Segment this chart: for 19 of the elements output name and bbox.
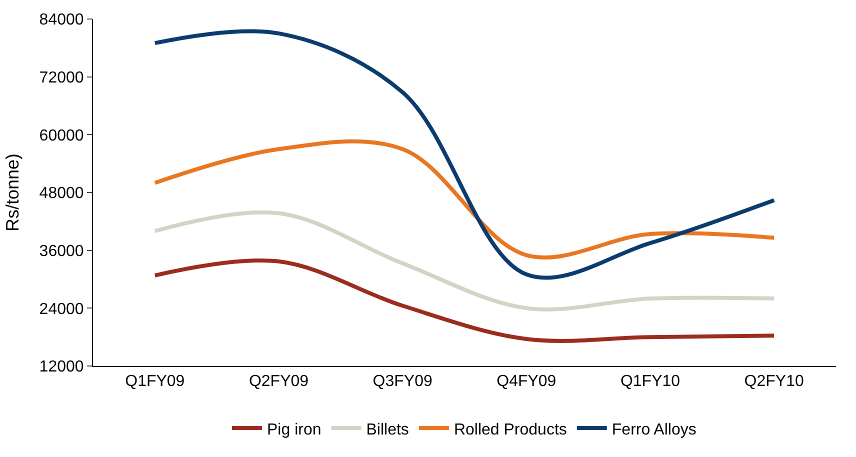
y-tick-label: 84000 xyxy=(39,12,84,29)
legend-label: Pig iron xyxy=(267,421,322,438)
legend-label: Billets xyxy=(366,421,409,438)
x-tick-label: Q3FY09 xyxy=(372,373,432,390)
y-axis-title: Rs/tonne) xyxy=(2,153,22,232)
x-tick-label: Q4FY09 xyxy=(496,373,556,390)
x-tick-label: Q1FY10 xyxy=(620,373,680,390)
y-tick-label: 48000 xyxy=(39,185,84,202)
y-tick-label: 36000 xyxy=(39,242,84,260)
x-tick-label: Q1FY09 xyxy=(125,373,185,390)
y-tick-label: 72000 xyxy=(39,69,84,86)
x-tick-label: Q2FY09 xyxy=(248,373,309,390)
legend-label: Rolled Products xyxy=(454,421,567,438)
y-tick-label: 12000 xyxy=(39,358,84,376)
y-tick-label: 60000 xyxy=(39,127,84,144)
y-tick-label: 24000 xyxy=(39,300,84,318)
x-tick-label: Q2FY10 xyxy=(744,373,804,390)
legend-label: Ferro Alloys xyxy=(612,421,696,438)
line-series xyxy=(152,210,776,312)
